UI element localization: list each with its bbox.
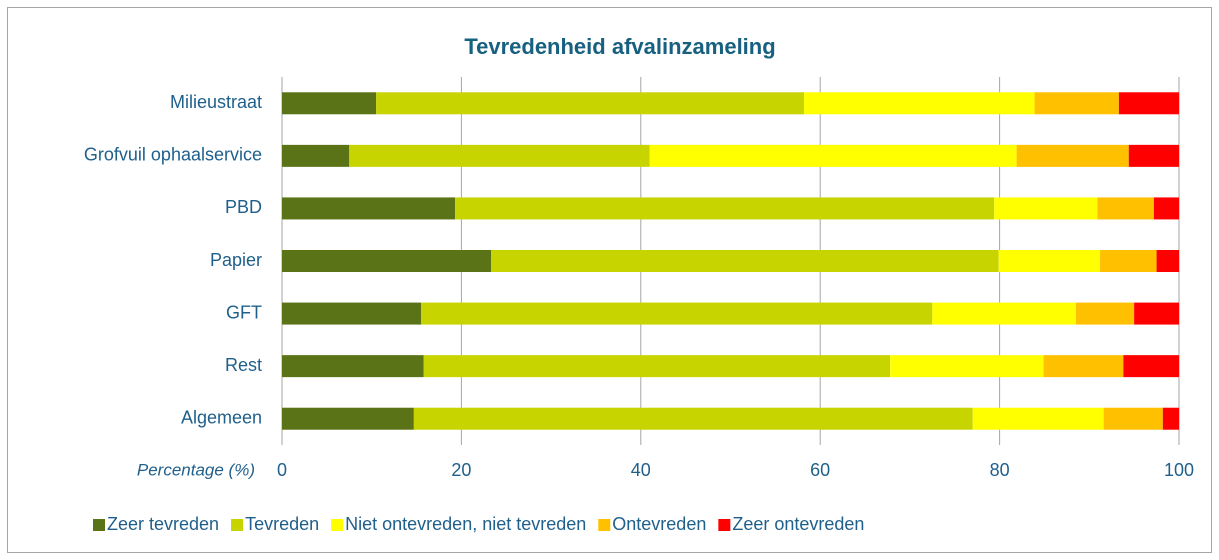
legend-label: Ontevreden [612, 514, 706, 534]
bar-segment [890, 355, 1044, 378]
y-tick-label: Algemeen [181, 407, 262, 427]
x-tick-label: 80 [990, 460, 1010, 480]
bar-segment [491, 250, 999, 272]
bar-segment [282, 250, 492, 272]
y-tick-label: Rest [225, 355, 262, 375]
bar-segment [1043, 355, 1124, 378]
legend-label: Zeer ontevreden [732, 514, 864, 534]
bar-segment [282, 407, 414, 430]
x-axis-label: Percentage (%) [137, 460, 255, 479]
bar-segment [649, 144, 1017, 167]
bar-segment [1134, 302, 1179, 325]
bar-segment [1097, 197, 1154, 220]
x-tick-label: 100 [1164, 460, 1194, 480]
chart-title: Tevredenheid afvalinzameling [464, 34, 775, 59]
bar-segment [282, 92, 377, 115]
bar-segment [1118, 92, 1179, 115]
bar-segment [282, 355, 424, 378]
legend-swatch [598, 519, 611, 531]
bar-segment [994, 197, 1098, 220]
legend-label: Tevreden [245, 514, 319, 534]
bar-segment [1075, 302, 1135, 325]
y-tick-label: Grofvuil ophaalservice [84, 145, 262, 165]
bar-segment [1162, 407, 1179, 430]
bar-segment [1156, 250, 1179, 272]
bar-segment [421, 302, 933, 325]
bar-segment [282, 302, 422, 325]
legend-label: Niet ontevreden, niet tevreden [345, 514, 586, 534]
bar-segment [1123, 355, 1179, 378]
legend-swatch [331, 519, 344, 531]
y-tick-label: Milieustraat [170, 92, 262, 112]
y-tick-label: PBD [225, 197, 262, 217]
legend-swatch [231, 519, 244, 531]
legend-swatch [93, 519, 105, 531]
bar-segment [1128, 144, 1179, 167]
bar-segment [376, 92, 805, 115]
bar-segment [1034, 92, 1119, 115]
bar-segment [1103, 407, 1163, 430]
bar-segment [423, 355, 891, 378]
bar-segment [413, 407, 973, 430]
bar-segment [972, 407, 1104, 430]
x-tick-label: 20 [451, 460, 471, 480]
bar-segment [349, 144, 650, 167]
legend-swatch [718, 519, 731, 531]
y-tick-label: GFT [226, 302, 262, 322]
bar-segment [282, 197, 456, 220]
bar-segment [1100, 250, 1157, 272]
bar-segment [998, 250, 1101, 272]
y-tick-label: Papier [210, 250, 262, 270]
bar-segment [1016, 144, 1129, 167]
x-tick-label: 40 [631, 460, 651, 480]
bar-segment [1153, 197, 1179, 220]
bar-segment [455, 197, 995, 220]
bar-segment [282, 144, 350, 167]
legend-label: Zeer tevreden [107, 514, 219, 534]
x-tick-label: 60 [810, 460, 830, 480]
bar-segment [804, 92, 1035, 115]
x-tick-label: 0 [277, 460, 287, 480]
bar-segment [932, 302, 1076, 325]
